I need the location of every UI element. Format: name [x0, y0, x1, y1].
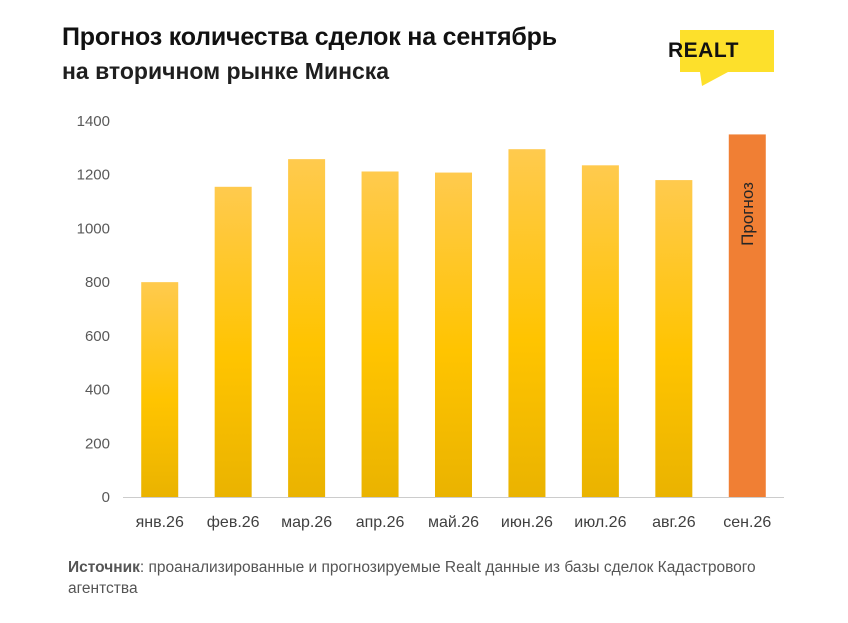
bar-chart: 0 200 400 600 800 1000 1200 1400 янв.26 фев.26 ма…	[77, 113, 784, 531]
bar	[655, 180, 693, 498]
x-tick-label: мар.26	[281, 514, 332, 531]
x-tick-label: фев.26	[207, 514, 260, 531]
bar	[435, 172, 472, 497]
logo-text: REALT	[668, 39, 739, 62]
source-note: Источник: проанализированные и прогнозир…	[68, 557, 788, 599]
y-tick-label: 800	[85, 274, 110, 291]
bars	[141, 134, 766, 498]
x-tick-label: июн.26	[501, 514, 553, 531]
annotations: Прогноз	[738, 182, 757, 246]
y-axis-ticks: 0 200 400 600 800 1000 1200 1400	[77, 113, 110, 506]
realt-logo: REALT	[668, 30, 774, 86]
bar	[214, 186, 252, 498]
x-tick-label: янв.26	[136, 514, 184, 531]
x-tick-label: май.26	[428, 514, 479, 531]
forecast-annotation: Прогноз	[738, 182, 757, 246]
y-tick-label: 600	[85, 328, 110, 345]
source-label: Источник	[68, 559, 140, 576]
x-axis-ticks: янв.26 фев.26 мар.26 апр.26 май.26 июн.26 июл.…	[136, 514, 772, 531]
bar	[581, 165, 619, 498]
y-tick-label: 1400	[77, 113, 110, 130]
bar	[288, 159, 326, 497]
source-text: : проанализированные и прогнозируемые Re…	[68, 559, 756, 597]
logo-accent-shape	[680, 30, 774, 86]
y-tick-label: 400	[85, 382, 110, 399]
chart-title: Прогноз количества сделок на сентябрь	[62, 23, 557, 51]
x-tick-label: сен.26	[723, 514, 771, 531]
y-tick-label: 0	[102, 489, 110, 506]
x-tick-label: июл.26	[574, 514, 626, 531]
y-tick-label: 1200	[77, 167, 110, 184]
x-tick-label: апр.26	[356, 514, 405, 531]
x-tick-label: авг.26	[652, 514, 696, 531]
bar	[141, 282, 179, 497]
bar	[361, 171, 399, 497]
y-tick-label: 1000	[77, 220, 110, 237]
bar-forecast	[728, 134, 766, 497]
y-tick-label: 200	[85, 435, 110, 452]
chart-subtitle: на вторичном рынке Минска	[62, 58, 390, 84]
bar	[508, 149, 546, 497]
